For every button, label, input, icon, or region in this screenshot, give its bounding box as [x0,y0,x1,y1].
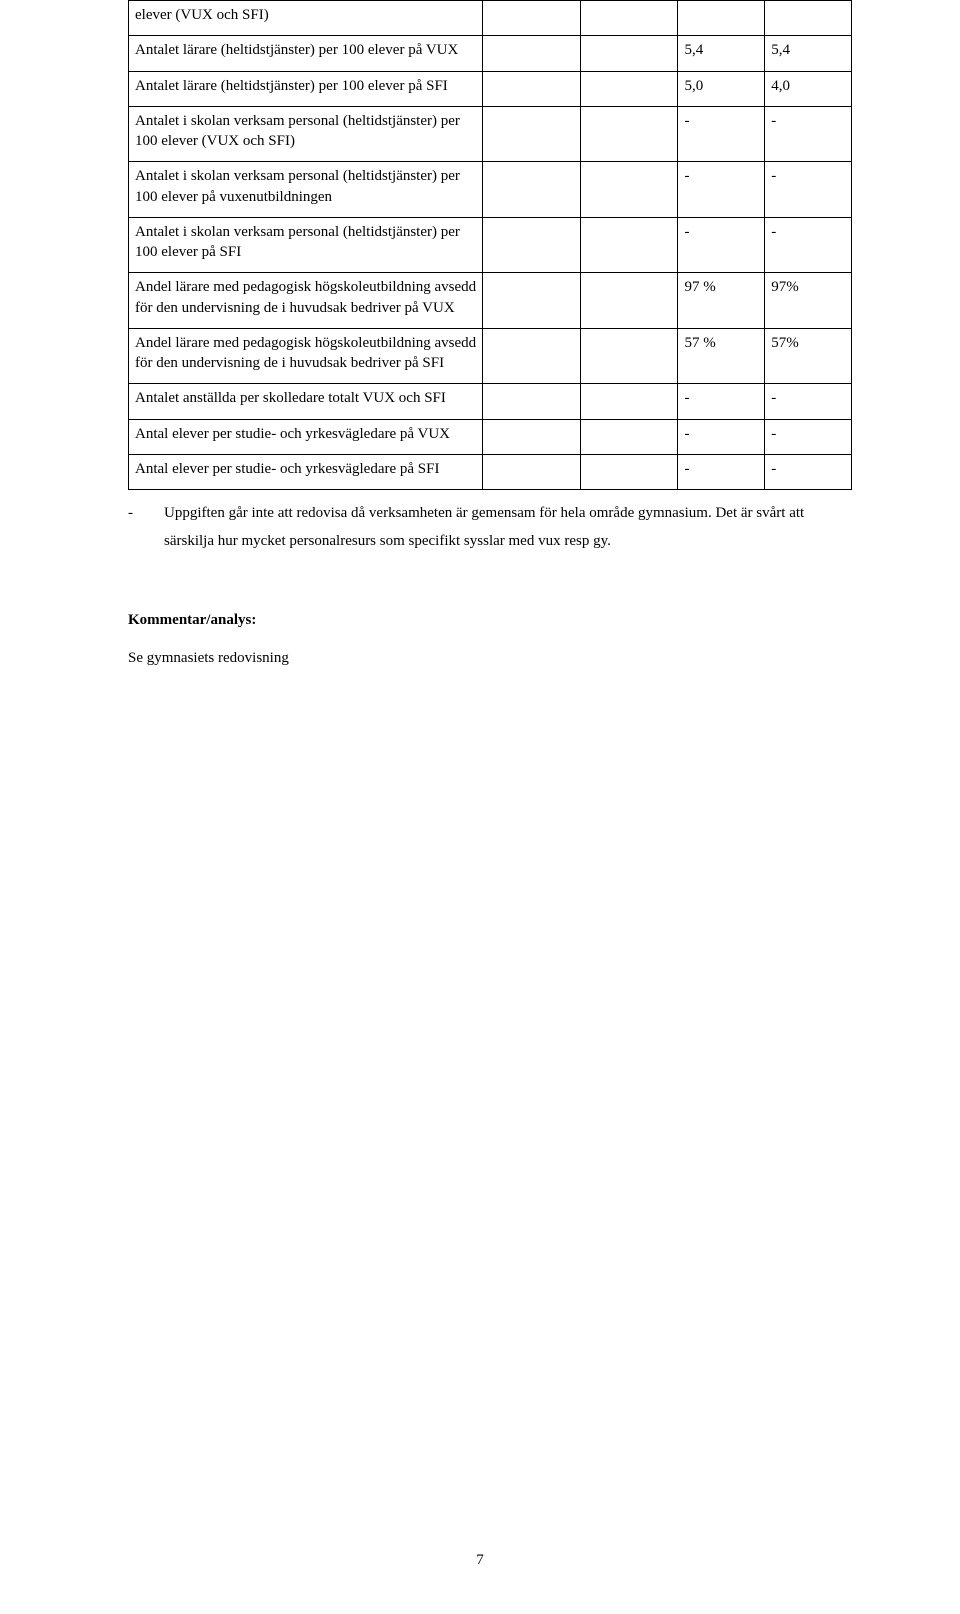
row-label: Andel lärare med pedagogisk högskoleutbi… [129,273,483,329]
cell [483,217,581,273]
table-row: Antalet anställda per skolledare totalt … [129,384,852,419]
cell [483,36,581,71]
page: elever (VUX och SFI) Antalet lärare (hel… [0,0,960,1614]
cell [580,71,678,106]
page-number: 7 [0,1550,960,1570]
cell: - [765,384,852,419]
cell: 5,4 [678,36,765,71]
cell: - [765,419,852,454]
cell: - [678,454,765,489]
cell [580,1,678,36]
row-label: Antal elever per studie- och yrkesvägled… [129,419,483,454]
cell: 5,0 [678,71,765,106]
cell: 97 % [678,273,765,329]
table-row: Antalet lärare (heltidstjänster) per 100… [129,71,852,106]
cell [580,384,678,419]
cell [483,328,581,384]
footnote-marker: - [128,500,164,528]
cell [483,1,581,36]
row-label: Andel lärare med pedagogisk högskoleutbi… [129,328,483,384]
cell [483,454,581,489]
row-label: Antalet i skolan verksam personal (helti… [129,217,483,273]
cell: - [765,106,852,162]
cell [580,36,678,71]
cell [580,162,678,218]
cell: - [678,419,765,454]
cell [580,106,678,162]
cell [678,1,765,36]
footnote-text: Uppgiften går inte att redovisa då verks… [164,505,804,549]
table-row: Antal elever per studie- och yrkesvägled… [129,454,852,489]
cell: - [678,384,765,419]
cell: - [678,217,765,273]
row-label: elever (VUX och SFI) [129,1,483,36]
cell [580,419,678,454]
cell: - [765,217,852,273]
row-label: Antalet lärare (heltidstjänster) per 100… [129,71,483,106]
table-row: Antalet i skolan verksam personal (helti… [129,106,852,162]
cell: 57% [765,328,852,384]
body-text: Se gymnasiets redovisning [128,648,852,668]
table-row: Andel lärare med pedagogisk högskoleutbi… [129,273,852,329]
row-label: Antalet anställda per skolledare totalt … [129,384,483,419]
row-label: Antal elever per studie- och yrkesvägled… [129,454,483,489]
table-row: elever (VUX och SFI) [129,1,852,36]
cell [483,384,581,419]
cell [483,162,581,218]
cell: 97% [765,273,852,329]
cell: 5,4 [765,36,852,71]
cell [483,419,581,454]
table-row: Antalet i skolan verksam personal (helti… [129,162,852,218]
cell: 4,0 [765,71,852,106]
cell [580,273,678,329]
table-row: Antal elever per studie- och yrkesvägled… [129,419,852,454]
cell: - [678,106,765,162]
cell [483,273,581,329]
cell: - [678,162,765,218]
table-row: Andel lärare med pedagogisk högskoleutbi… [129,328,852,384]
table-row: Antalet i skolan verksam personal (helti… [129,217,852,273]
row-label: Antalet lärare (heltidstjänster) per 100… [129,36,483,71]
table-row: Antalet lärare (heltidstjänster) per 100… [129,36,852,71]
cell [483,106,581,162]
cell [580,328,678,384]
row-label: Antalet i skolan verksam personal (helti… [129,162,483,218]
row-label: Antalet i skolan verksam personal (helti… [129,106,483,162]
cell: - [765,454,852,489]
data-table: elever (VUX och SFI) Antalet lärare (hel… [128,0,852,490]
cell: - [765,162,852,218]
cell [580,454,678,489]
cell [765,1,852,36]
cell [483,71,581,106]
cell: 57 % [678,328,765,384]
cell [580,217,678,273]
section-heading: Kommentar/analys: [128,610,852,630]
footnote: -Uppgiften går inte att redovisa då verk… [128,500,852,556]
